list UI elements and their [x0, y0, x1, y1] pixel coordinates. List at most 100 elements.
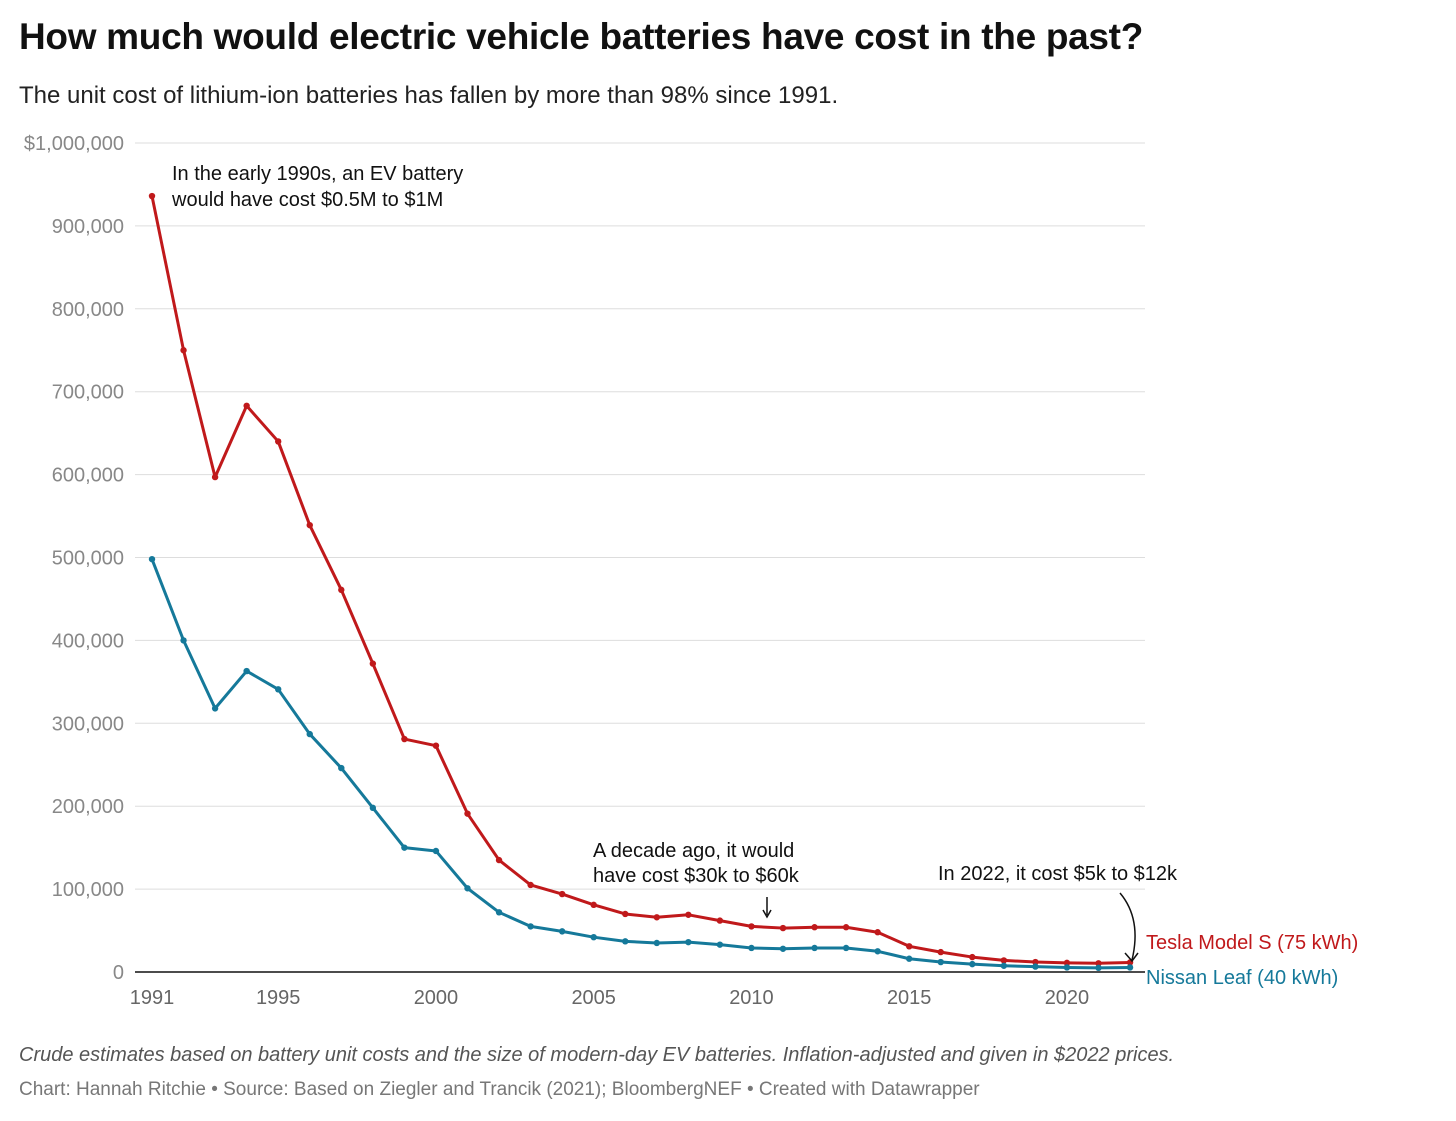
data-point — [432, 742, 440, 749]
y-axis: $1,000,000 900,000 800,000 700,000 600,000 50… — [24, 133, 124, 984]
series-line — [150, 195, 1131, 965]
data-point — [685, 938, 692, 946]
data-point — [558, 890, 566, 898]
data-point — [874, 929, 881, 936]
data-point — [1000, 962, 1008, 969]
data-point — [180, 347, 187, 354]
data-point — [937, 948, 944, 956]
data-point — [243, 667, 250, 675]
series-label: Nissan Leaf (40 kWh) — [1146, 967, 1338, 989]
data-point — [401, 844, 408, 851]
data-point — [1095, 960, 1102, 967]
data-point — [969, 960, 976, 968]
x-tick-label: 2020 — [1045, 987, 1090, 1009]
y-tick-label: 800,000 — [52, 299, 124, 321]
data-point — [969, 953, 976, 961]
y-tick-label: 400,000 — [52, 630, 124, 652]
data-point — [779, 945, 787, 952]
data-point — [275, 686, 282, 693]
data-point — [148, 192, 156, 200]
y-tick-label: 700,000 — [52, 382, 124, 404]
data-point — [148, 555, 156, 563]
y-tick-label: 0 — [113, 962, 124, 984]
data-point — [369, 804, 377, 812]
data-point — [590, 933, 597, 941]
data-point — [369, 660, 377, 667]
series-0 — [148, 192, 1134, 967]
data-point — [748, 944, 755, 952]
data-point — [243, 402, 250, 409]
series-label: Tesla Model S (75 kWh) — [1146, 932, 1358, 954]
x-tick-label: 1991 — [130, 987, 175, 1009]
annotation-arrowhead — [762, 909, 772, 919]
chart-subtitle: The unit cost of lithium-ion batteries h… — [19, 82, 839, 109]
series-lines — [148, 192, 1134, 972]
gridlines — [135, 142, 1145, 890]
annotation-arrowhead — [1124, 952, 1139, 963]
y-tick-label: 100,000 — [52, 879, 124, 901]
data-point — [622, 910, 629, 918]
data-point — [622, 938, 629, 945]
y-tick-label: 200,000 — [52, 796, 124, 818]
data-point — [874, 948, 881, 955]
data-point — [495, 909, 503, 916]
data-point — [811, 924, 818, 931]
x-tick-label: 2000 — [414, 987, 459, 1009]
annotation-early-1990s: In the early 1990s, an EV battery would … — [171, 163, 463, 211]
annotation-text: would have cost $0.5M to $1M — [171, 189, 443, 211]
annotation-text: have cost $30k to $60k — [593, 865, 800, 887]
data-point — [590, 901, 597, 909]
chart-notes: Crude estimates based on battery unit co… — [19, 1044, 1175, 1066]
data-point — [716, 941, 724, 948]
x-tick-label: 2010 — [729, 987, 774, 1009]
data-point — [527, 923, 534, 930]
data-point — [685, 911, 692, 918]
data-point — [401, 735, 408, 743]
data-point — [653, 914, 660, 921]
data-point — [906, 955, 913, 962]
annotation-decade-ago: A decade ago, it would have cost $30k to… — [593, 840, 800, 919]
annotation-text: In the early 1990s, an EV battery — [172, 163, 463, 185]
series-1 — [148, 555, 1134, 972]
data-point — [811, 944, 818, 952]
data-point — [906, 943, 913, 950]
chart-title: How much would electric vehicle batterie… — [19, 16, 1144, 57]
data-point — [338, 586, 345, 594]
data-point — [937, 958, 944, 966]
x-tick-label: 1995 — [256, 987, 301, 1009]
data-point — [275, 438, 282, 445]
data-point — [558, 928, 566, 935]
data-point — [495, 856, 503, 864]
data-point — [211, 473, 219, 481]
series-labels: Tesla Model S (75 kWh) Nissan Leaf (40 kW… — [1146, 932, 1358, 989]
series-line — [150, 558, 1131, 970]
data-point — [1000, 957, 1008, 964]
data-point — [1095, 964, 1102, 972]
annotation-2022: In 2022, it cost $5k to $12k — [938, 863, 1178, 963]
data-point — [338, 764, 345, 772]
data-point — [842, 944, 850, 952]
data-point — [432, 847, 440, 855]
data-point — [180, 637, 187, 644]
data-point — [716, 917, 724, 924]
data-point — [211, 705, 219, 712]
data-point — [306, 521, 313, 529]
data-point — [1032, 963, 1039, 970]
data-point — [1063, 959, 1071, 967]
data-point — [464, 885, 471, 892]
y-tick-label: 300,000 — [52, 713, 124, 735]
data-point — [1063, 964, 1071, 971]
y-tick-label: $1,000,000 — [24, 133, 124, 155]
data-point — [1032, 958, 1039, 966]
data-point — [1126, 964, 1134, 971]
data-point — [748, 923, 755, 930]
data-point — [842, 924, 850, 931]
annotation-text: In 2022, it cost $5k to $12k — [938, 863, 1178, 885]
x-tick-label: 2015 — [887, 987, 932, 1009]
data-point — [306, 730, 313, 738]
annotation-arrow — [1119, 892, 1136, 961]
data-point — [527, 881, 534, 889]
y-tick-label: 500,000 — [52, 548, 124, 570]
data-point — [464, 810, 471, 817]
